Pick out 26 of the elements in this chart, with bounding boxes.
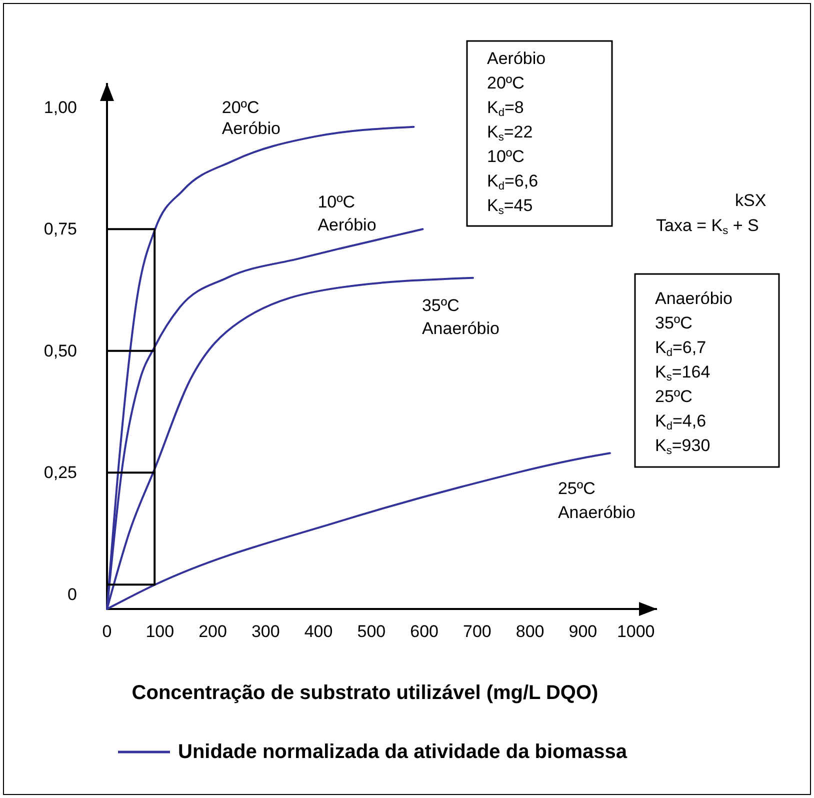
x-tick-label: 200 xyxy=(198,622,227,642)
y-tick-label: 1,00 xyxy=(44,98,77,117)
x-tick-label: 0 xyxy=(102,622,112,642)
text: kSX xyxy=(735,190,766,210)
x-tick-label: 100 xyxy=(146,622,174,642)
x-tick-label: 700 xyxy=(463,622,492,642)
legend-label: Unidade normalizada da atividade da biomassa xyxy=(178,741,628,763)
x-tick-label: 1000 xyxy=(616,622,655,642)
note-box: Aeróbio 20ºC K$_{d}$=8 K$_{s}$=22 10ºC K$_{d}$=6,6 K$_{s}$=45 xyxy=(466,40,613,227)
annotation: Taxa = K$_{s}$ + S xyxy=(656,216,759,237)
y-tick-label: 0 xyxy=(68,584,77,604)
annotation: 10ºC Aeróbio xyxy=(318,192,376,234)
y-tick-label: 0,25 xyxy=(44,463,77,482)
x-tick-label: 800 xyxy=(516,622,544,642)
note-box: Anaeróbio 35ºC K$_{d}$=6,7 K$_{s}$=164 25ºC K$_{d}$=4,6 K$_{s}$=930 xyxy=(634,273,780,468)
x-axis-title: Concentração de substrato utilizável (mg/L DQO) xyxy=(132,682,598,704)
x-tick-label: 500 xyxy=(357,622,386,642)
annotation: 20ºC Aeróbio xyxy=(222,97,280,138)
y-tick-label: 0,75 xyxy=(44,220,77,239)
annotation: 35ºC Anaeróbio xyxy=(422,295,500,338)
x-tick-label: 300 xyxy=(251,622,280,642)
x-tick-label: 400 xyxy=(304,622,333,642)
x-tick-label: 900 xyxy=(568,622,598,642)
x-tick-label: 600 xyxy=(410,622,438,642)
y-tick-label: 0,50 xyxy=(44,341,77,360)
annotation: 25ºC Anaeróbio xyxy=(558,478,636,522)
